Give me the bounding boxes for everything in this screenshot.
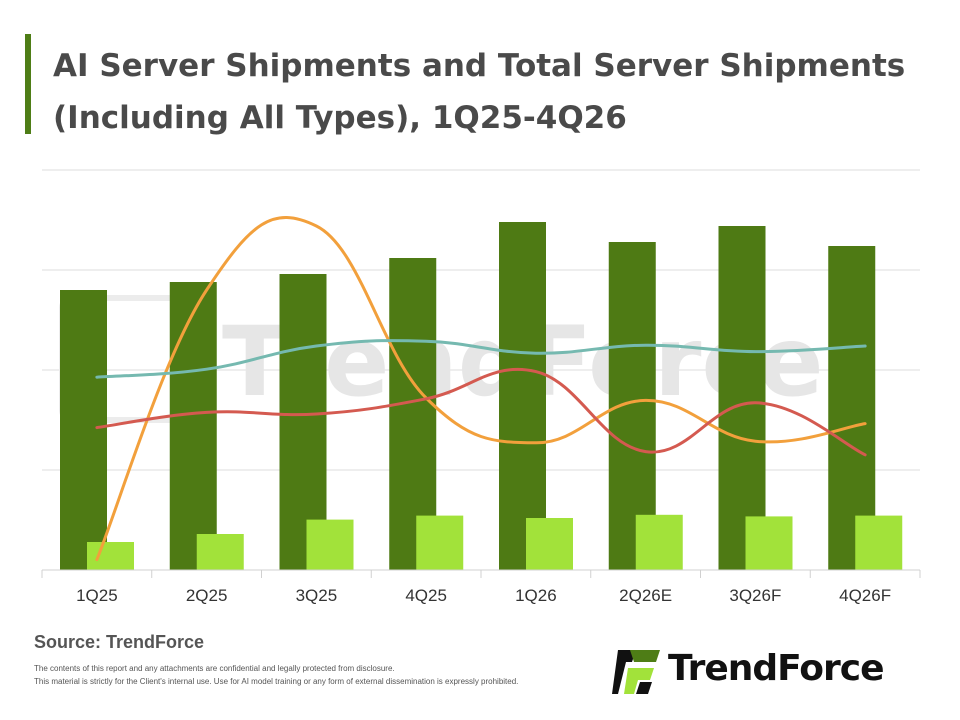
bar [526,518,573,570]
bar [718,226,766,570]
bar [60,290,107,570]
x-tick-label: 3Q25 [296,586,338,605]
bar [499,222,546,570]
bar [306,519,354,570]
x-tick-label: 1Q25 [76,586,118,605]
page-title: AI Server Shipments and Total Server Shi… [53,48,906,136]
bar [745,516,793,570]
series-line [95,339,867,379]
x-tick-label: 2Q26E [619,586,672,605]
disclaimer-line-2: This material is strictly for the Client… [34,677,519,686]
disclaimer-line-1: The contents of this report and any atta… [34,664,395,673]
bar [87,542,134,570]
x-tick-label: 2Q25 [186,586,228,605]
x-tick-label: 4Q25 [405,586,447,605]
x-tick-label: 1Q26 [515,586,557,605]
bar [635,514,683,570]
trendforce-logo-icon [612,650,660,694]
x-tick-label: 3Q26F [729,586,781,605]
source-label: Source: TrendForce [34,632,205,652]
x-tick-label: 4Q26F [839,586,891,605]
logo-text: TrendForce [668,648,885,689]
series-line [95,367,867,457]
title-accent-bar [25,34,31,134]
trendforce-logo: TrendForce [612,646,932,696]
bar [169,282,217,570]
chart: TrendForce1Q252Q253Q254Q251Q262Q26E3Q26F… [41,169,921,605]
series-line [95,216,867,562]
bar [196,534,244,570]
bar [416,515,464,570]
bar [855,515,903,570]
